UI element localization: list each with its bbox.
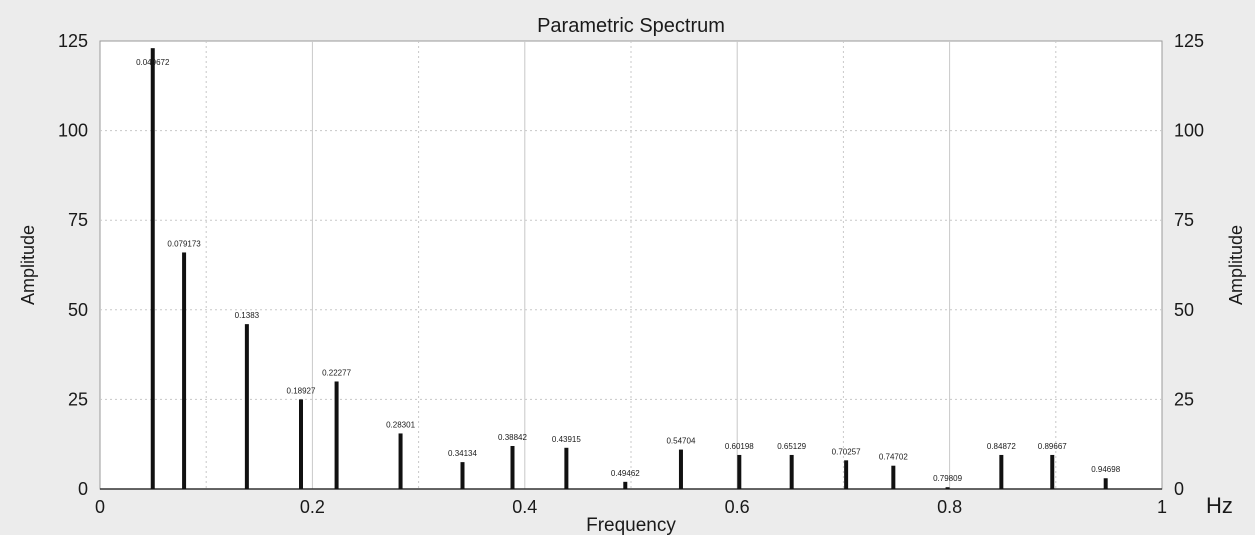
bar <box>678 449 683 489</box>
x-tick-labels: 0 0.2 0.4 0.6 0.8 1 <box>95 497 1167 517</box>
data-label: 0.22277 <box>322 368 351 377</box>
data-label: 0.28301 <box>386 420 415 429</box>
y-tick-labels-right: 0 25 50 75 100 125 <box>1174 31 1204 499</box>
x-tick-label: 0.6 <box>725 497 750 517</box>
data-label: 0.60198 <box>725 442 754 451</box>
bar <box>182 252 187 489</box>
plot-area <box>99 40 1163 490</box>
y-tick-label-right: 0 <box>1174 479 1184 499</box>
data-label: 0.079173 <box>167 239 201 248</box>
bar <box>510 445 515 489</box>
bar <box>737 454 742 489</box>
bar <box>945 487 950 489</box>
data-label: 0.70257 <box>832 447 861 456</box>
bar <box>999 454 1004 489</box>
bar <box>334 381 339 489</box>
y-tick-label-right: 125 <box>1174 31 1204 51</box>
bar <box>1050 454 1055 489</box>
x-tick-label: 0.4 <box>512 497 537 517</box>
bar <box>398 433 403 489</box>
data-label: 0.89667 <box>1038 442 1067 451</box>
x-tick-label: 1 <box>1157 497 1167 517</box>
bar <box>891 465 896 489</box>
data-label: 0.54704 <box>666 437 695 446</box>
unit-label: Hz <box>1206 493 1233 518</box>
y-tick-label-left: 0 <box>78 479 88 499</box>
y-tick-label-right: 75 <box>1174 210 1194 230</box>
bar <box>150 48 155 489</box>
bar <box>244 324 249 489</box>
y-tick-label-left: 25 <box>68 389 88 409</box>
data-label: 0.79809 <box>933 474 962 483</box>
data-label: 0.65129 <box>777 442 806 451</box>
y-tick-labels-left: 0 25 50 75 100 125 <box>58 31 88 499</box>
data-label: 0.74702 <box>879 453 908 462</box>
bar <box>789 454 794 489</box>
bar <box>844 460 849 489</box>
y-tick-label-left: 50 <box>68 300 88 320</box>
data-label: 0.1383 <box>235 311 260 320</box>
data-label: 0.43915 <box>552 435 581 444</box>
chart-title: Parametric Spectrum <box>537 15 725 37</box>
data-label: 0.49462 <box>611 469 640 478</box>
data-label: 0.049672 <box>136 58 170 67</box>
bar <box>299 399 304 489</box>
y-tick-label-right: 100 <box>1174 121 1204 141</box>
data-label: 0.84872 <box>987 442 1016 451</box>
y-tick-label-right: 50 <box>1174 300 1194 320</box>
x-axis-label: Frequency <box>586 515 676 535</box>
y-tick-label-right: 25 <box>1174 389 1194 409</box>
y-axis-label-right: Amplitude <box>1226 225 1246 305</box>
bar <box>564 447 569 489</box>
x-tick-label: 0.2 <box>300 497 325 517</box>
data-label: 0.94698 <box>1091 465 1120 474</box>
grid-lines <box>100 41 1162 490</box>
data-labels: 0.049672 0.079173 0.1383 0.18927 0.22277 0.28… <box>136 58 1121 483</box>
bar <box>623 481 628 489</box>
bars <box>150 48 1108 489</box>
data-label: 0.34134 <box>448 449 477 458</box>
x-tick-label: 0.8 <box>937 497 962 517</box>
y-tick-label-left: 125 <box>58 31 88 51</box>
y-tick-label-left: 75 <box>68 210 88 230</box>
x-tick-label: 0 <box>95 497 105 517</box>
y-tick-label-left: 100 <box>58 121 88 141</box>
y-axis-label-left: Amplitude <box>18 225 38 305</box>
data-label: 0.38842 <box>498 433 527 442</box>
bar <box>1103 478 1108 489</box>
bar <box>460 462 465 489</box>
data-label: 0.18927 <box>287 386 316 395</box>
